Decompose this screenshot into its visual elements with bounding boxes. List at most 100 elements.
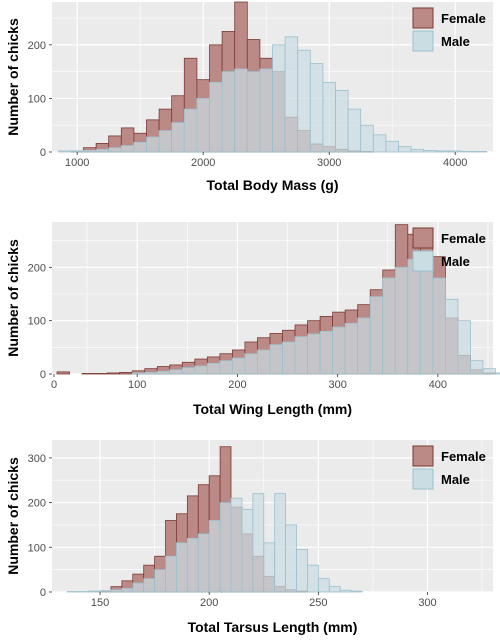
male-bar (181, 367, 196, 375)
male-bar (219, 502, 232, 593)
male-bar (120, 145, 135, 153)
male-bar (154, 569, 166, 593)
male-bar (385, 140, 399, 153)
male-bar (461, 151, 475, 153)
female-bar (94, 373, 108, 375)
male-bar (70, 150, 84, 153)
legend-label-male: Male (441, 254, 470, 269)
male-bar (197, 533, 210, 593)
female-bar (56, 371, 70, 375)
x-tick-label: 2000 (191, 157, 215, 169)
male-bar (244, 353, 258, 375)
male-bar (99, 590, 112, 593)
male-bar (176, 542, 188, 593)
male-bar (252, 493, 265, 593)
male-bar (317, 578, 330, 593)
x-axis-title: Total Tarsus Length (mm) (188, 619, 358, 635)
y-tick-label: 100 (28, 542, 46, 554)
male-bar (110, 589, 123, 593)
male-bar (394, 266, 409, 375)
male-bar (319, 330, 334, 375)
male-bar (132, 582, 145, 593)
male-bar (482, 368, 496, 375)
y-axis-title: Number of chicks (5, 18, 21, 136)
male-bar (372, 134, 387, 153)
male-bar (347, 108, 362, 153)
male-bar (83, 149, 97, 153)
y-axis-title: Number of chicks (5, 457, 21, 575)
y-tick-label: 0 (40, 587, 46, 599)
male-bar (350, 590, 363, 593)
male-bar (156, 370, 171, 375)
male-bar (263, 542, 276, 593)
male-bar (473, 151, 488, 153)
male-bar (186, 537, 199, 593)
legend-swatch-male (412, 250, 434, 272)
male-bar (307, 333, 321, 375)
male-bar (196, 98, 210, 153)
male-bar (259, 68, 273, 153)
male-bar (146, 136, 160, 153)
male-bar (332, 326, 346, 375)
male-bar (144, 371, 158, 375)
x-axis-title: Total Body Mass (g) (207, 177, 339, 193)
chart-panel-3: 150 200 250 300 0 100 200 300 Total Tarsus Lengt… (5, 440, 493, 635)
male-bar (232, 357, 246, 375)
y-tick-label: 0 (40, 147, 46, 159)
y-tick-label: 100 (28, 316, 46, 328)
male-bar (230, 497, 243, 593)
male-bar (432, 277, 446, 375)
x-tick-label: 3000 (317, 157, 341, 169)
male-bar (95, 148, 110, 153)
male-bar (121, 588, 134, 593)
male-bar (410, 148, 425, 153)
male-bar (382, 277, 396, 375)
y-tick-label: 300 (28, 453, 46, 465)
male-bar (108, 147, 122, 153)
male-bar (435, 150, 450, 153)
x-tick-label: 300 (328, 379, 346, 391)
male-bar (307, 564, 319, 593)
y-tick-label: 100 (28, 93, 46, 105)
male-bar (219, 360, 233, 375)
male-bar (284, 36, 299, 153)
y-tick-label: 200 (28, 40, 46, 52)
male-bar (360, 124, 374, 153)
x-tick-label: 200 (228, 379, 246, 391)
male-bar (322, 81, 336, 153)
x-tick-label: 100 (128, 379, 146, 391)
y-axis-title: Number of chicks (5, 239, 21, 357)
legend-label-female: Female (441, 11, 486, 26)
male-bar (143, 578, 156, 593)
x-axis-title: Total Wing Length (mm) (193, 401, 352, 417)
legend-swatch-female (412, 445, 434, 467)
male-bar (369, 296, 384, 375)
male-bar (246, 71, 261, 153)
male-bar (131, 372, 146, 375)
male-bar (209, 81, 223, 153)
y-tick-label: 0 (40, 369, 46, 381)
male-bar (444, 298, 459, 375)
male-bar (398, 146, 412, 153)
legend-swatch-female (412, 7, 434, 29)
male-bar (357, 317, 371, 375)
legend-swatch-female (412, 227, 434, 249)
male-bar (339, 589, 352, 593)
chart-panel-1: 1000 2000 3000 4000 0 100 200 Total Body Mass (… (5, 1, 493, 193)
male-bar (257, 349, 271, 375)
x-tick-label: 200 (200, 597, 218, 609)
male-bar (296, 549, 308, 593)
male-bar (171, 122, 185, 153)
male-bar (57, 150, 72, 153)
male-bar (133, 141, 147, 153)
male-bar (208, 520, 221, 593)
male-bar (457, 320, 471, 375)
male-bar (169, 369, 183, 375)
male-bar (448, 150, 462, 153)
legend-swatch-male (412, 468, 434, 490)
x-tick-label: 300 (418, 597, 436, 609)
male-bar (407, 258, 421, 375)
legend: Female Male (412, 445, 486, 490)
male-bar (221, 71, 236, 153)
